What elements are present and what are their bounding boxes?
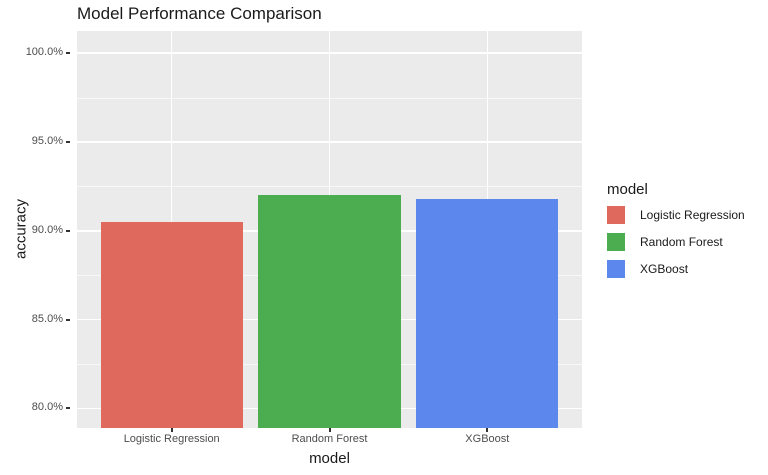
x-tick-mark [486, 428, 489, 432]
legend-item-random-forest: Random Forest [607, 233, 745, 251]
bar-logistic-regression [100, 221, 243, 428]
legend-label: XGBoost [640, 262, 689, 276]
legend-label: Logistic Regression [640, 208, 745, 222]
x-axis-title: model [309, 450, 350, 467]
x-tick-mark [170, 428, 173, 432]
legend-key-swatch [607, 233, 625, 251]
bar-random-forest [258, 195, 401, 428]
y-tick-mark [66, 407, 70, 410]
y-tick-label: 85.0% [31, 312, 63, 325]
y-tick-mark [66, 141, 70, 144]
x-tick-mark [328, 428, 331, 432]
y-tick-mark [66, 318, 70, 321]
y-tick-label: 95.0% [31, 135, 63, 148]
chart-title: Model Performance Comparison [77, 4, 322, 23]
plot-panel [77, 31, 582, 428]
legend-items: Logistic Regression Random Forest XGBoost [607, 206, 745, 278]
y-tick-label: 80.0% [31, 401, 63, 414]
x-tick-label-logistic-regression: Logistic Regression [123, 433, 220, 445]
legend-item-logistic-regression: Logistic Regression [607, 206, 745, 224]
y-tick-mark [66, 229, 70, 232]
legend-item-xgboost: XGBoost [607, 260, 745, 278]
y-tick-label: 100.0% [25, 46, 63, 59]
legend-key-swatch [607, 206, 625, 224]
y-tick-mark [66, 52, 70, 55]
legend-label: Random Forest [640, 235, 723, 249]
legend-title: model [607, 181, 648, 198]
x-tick-label-xgboost: XGBoost [465, 433, 510, 445]
x-tick-label-random-forest: Random Forest [291, 433, 368, 445]
y-tick-label: 90.0% [31, 223, 63, 236]
legend-key-swatch [607, 260, 625, 278]
bar-xgboost [416, 198, 559, 428]
legend: model Logistic Regression Random Forest XG… [607, 181, 745, 287]
